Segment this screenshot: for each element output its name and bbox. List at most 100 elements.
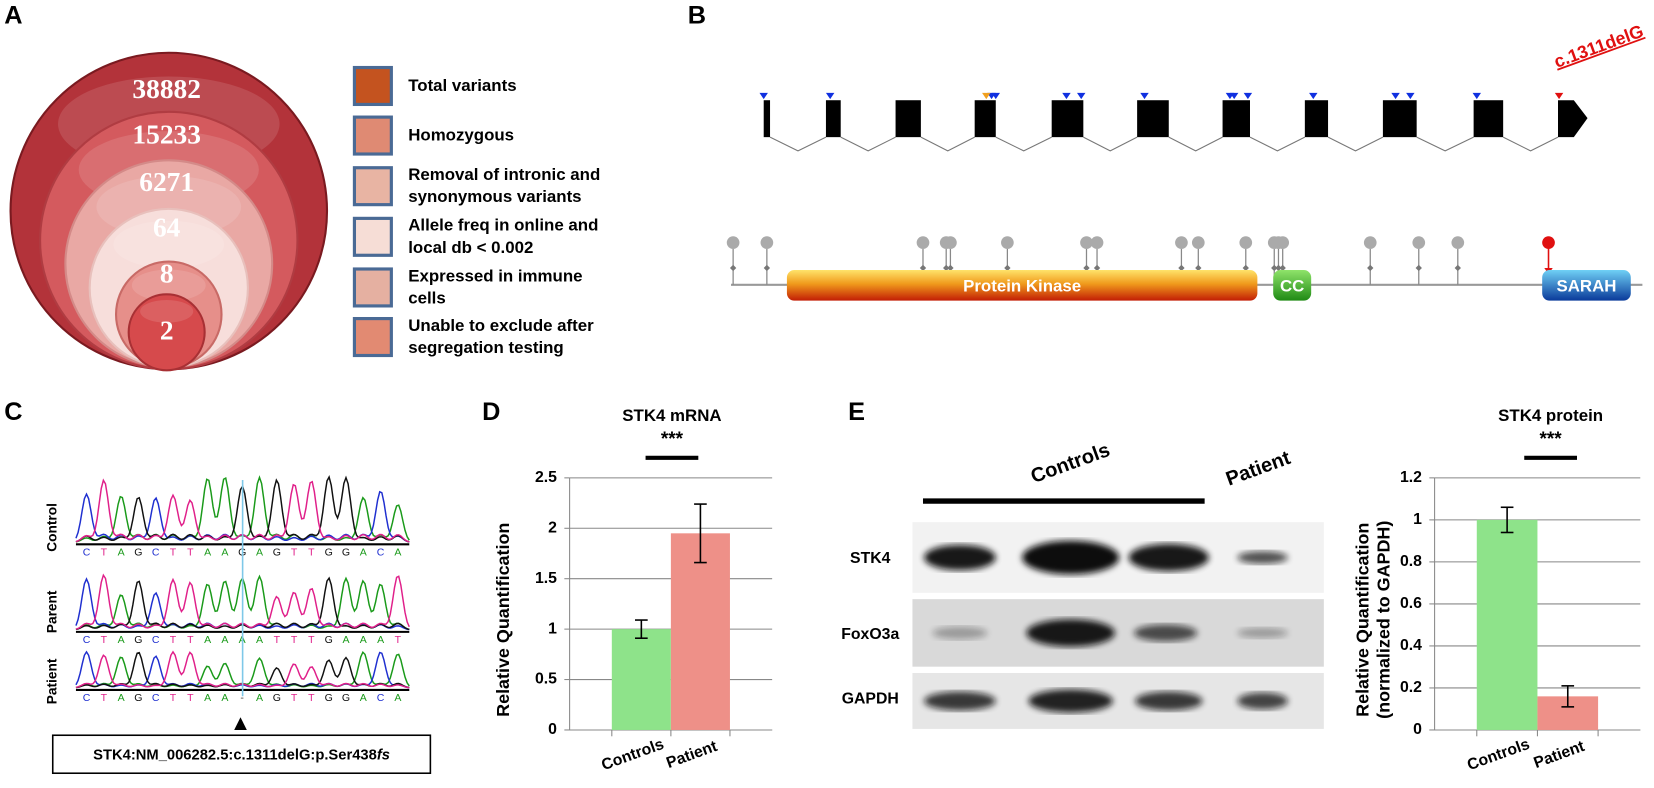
exon <box>763 100 771 138</box>
base-letter: T <box>187 547 194 559</box>
funnel-circle <box>127 293 206 372</box>
funnel-count: 6271 <box>139 167 194 197</box>
blot-band <box>1237 551 1288 564</box>
base-letter: G <box>325 692 333 704</box>
y-tick-label: 1.2 <box>1400 469 1422 486</box>
y-tick-label: 0 <box>1413 721 1422 738</box>
base-letter: G <box>342 692 350 704</box>
base-letter: A <box>204 547 211 559</box>
funnel-shine <box>131 269 206 302</box>
funnel-count: 8 <box>160 259 174 289</box>
base-letter: G <box>342 547 350 559</box>
blot-band <box>924 544 996 571</box>
blot-band <box>924 691 996 711</box>
track-label: Control <box>44 503 59 552</box>
base-letter: A <box>360 634 367 646</box>
legend-swatch <box>352 166 393 207</box>
legend-text: Expressed in immune <box>408 266 582 285</box>
base-letter: A <box>342 634 349 646</box>
blot-group: Controls <box>1028 439 1113 488</box>
base-letter: T <box>308 692 315 704</box>
base-letter: T <box>170 547 177 559</box>
lollipop-head <box>760 236 774 249</box>
legend-text: synonymous variants <box>408 187 581 206</box>
base-letter: G <box>325 634 333 646</box>
lollipop-head <box>916 236 930 249</box>
intron <box>1083 136 1138 152</box>
lollipop-diamond <box>1271 264 1278 272</box>
base-letter: A <box>118 547 125 559</box>
lollipop-head <box>1276 236 1290 249</box>
legend-text: segregation testing <box>408 338 564 357</box>
error-bar <box>1500 506 1514 534</box>
base-letter: A <box>394 547 401 559</box>
base-letter: A <box>204 692 211 704</box>
intron <box>995 136 1052 152</box>
base-letter: A <box>221 634 228 646</box>
variant-marker <box>825 92 835 100</box>
blot-row-label: FoxO3a <box>841 626 899 643</box>
base-letter: C <box>83 547 91 559</box>
exon <box>1222 100 1250 138</box>
blot-band <box>1237 692 1288 710</box>
legend-swatch <box>352 65 393 107</box>
x-tick-label: Patient <box>664 738 720 772</box>
legend-text: cells <box>408 289 446 308</box>
exon <box>1304 100 1329 138</box>
base-letter: A <box>360 692 367 704</box>
lollipop-head <box>726 236 740 249</box>
panel-label: B <box>688 2 706 30</box>
lollipop-diamond <box>919 264 927 272</box>
base-letter: C <box>152 547 160 559</box>
y-tick-label: 2.5 <box>535 469 557 486</box>
lollipop-diamond <box>1083 264 1090 272</box>
lollipop-diamond <box>1367 264 1374 272</box>
base-letter: C <box>83 692 91 704</box>
legend-swatch <box>352 267 393 308</box>
bar <box>670 533 730 730</box>
intron <box>920 136 975 152</box>
blot-row-label: STK4 <box>850 550 891 567</box>
lollipop-diamond <box>1415 264 1422 272</box>
base-letter: T <box>101 547 108 559</box>
panel-label: D <box>482 398 500 426</box>
blot-band <box>1133 624 1198 642</box>
variant-marker <box>759 92 768 100</box>
base-letter: A <box>256 547 263 559</box>
base-letter: G <box>134 547 142 559</box>
blot-band <box>1135 691 1203 711</box>
base-letter: A <box>204 634 211 646</box>
y-tick-label: 0.2 <box>1400 679 1422 696</box>
blot-row-label: GAPDH <box>842 691 899 708</box>
lollipop-head <box>944 236 957 249</box>
base-letter: A <box>377 634 384 646</box>
exon <box>825 100 841 138</box>
x-tick-label: Controls <box>1465 736 1532 774</box>
y-tick-label: 1 <box>548 620 557 637</box>
base-letter: A <box>256 692 263 704</box>
lollipop-head <box>1175 236 1188 249</box>
y-tick-label: 1 <box>1413 511 1422 528</box>
funnel-shine <box>140 300 194 323</box>
variant-marker <box>1309 92 1318 100</box>
domain <box>1273 270 1312 301</box>
lollipop-head <box>1451 236 1465 249</box>
base-letter: A <box>118 634 125 646</box>
lollipop-diamond <box>1454 264 1461 272</box>
base-letter: T <box>170 692 177 704</box>
significance: *** <box>1540 429 1563 450</box>
variant-label: c.1311delG <box>1551 21 1646 72</box>
lollipop-head <box>1363 236 1377 249</box>
legend-text: Removal of intronic and <box>408 165 600 184</box>
legend-swatch <box>352 316 393 358</box>
variant-notation-fs: fs <box>377 747 390 763</box>
y-tick-label: 0 <box>548 721 557 738</box>
intron <box>1249 136 1306 152</box>
base-letter: T <box>187 692 194 704</box>
y-tick-label: 0.8 <box>1400 553 1422 570</box>
lollipop-diamond <box>729 264 737 272</box>
variant-marker <box>1243 92 1253 100</box>
base-letter: G <box>273 692 281 704</box>
